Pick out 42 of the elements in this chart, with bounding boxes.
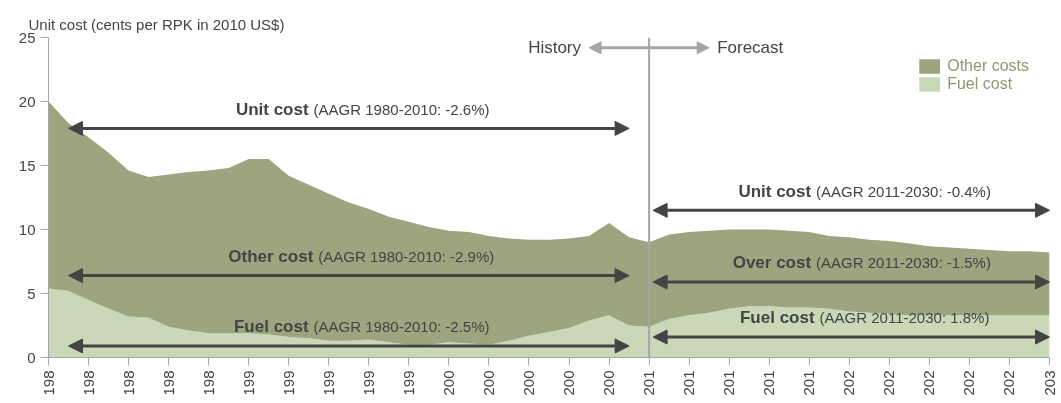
y-tick-label: 10 xyxy=(18,220,36,238)
annotation: Forecast xyxy=(717,38,784,58)
x-tick-label: 202 xyxy=(960,370,978,396)
x-tick-label: 202 xyxy=(880,370,898,396)
x-tick-label: 202 xyxy=(1000,370,1018,396)
x-tick-label: 199 xyxy=(279,370,297,396)
x-tick-label: 201 xyxy=(720,370,738,396)
x-tick-label: 198 xyxy=(39,370,57,396)
x-tick-label: 201 xyxy=(640,370,658,396)
x-tick-label: 203 xyxy=(1040,370,1058,396)
x-tick-label: 202 xyxy=(840,370,858,396)
legend-label: Other costs xyxy=(947,57,1029,75)
annotation: Fuel cost (AAGR 1980-2010: -2.5%) xyxy=(233,317,490,337)
legend-label: Fuel cost xyxy=(947,75,1013,93)
annotation: History xyxy=(528,38,582,58)
y-tick-label: 5 xyxy=(27,284,36,302)
x-tick-label: 200 xyxy=(439,370,457,396)
x-tick-label: 199 xyxy=(239,370,257,396)
annotation: Unit cost (AAGR 2011-2030: -0.4%) xyxy=(738,181,991,201)
annotation: Other cost (AAGR 1980-2010: -2.9%) xyxy=(228,246,495,266)
y-tick-label: 0 xyxy=(27,348,36,366)
x-tick-label: 200 xyxy=(519,370,537,396)
x-tick-label: 199 xyxy=(399,370,417,396)
y-tick-label: 15 xyxy=(18,156,36,174)
annotation: Over cost (AAGR 2011-2030: -1.5%) xyxy=(732,253,991,273)
annotation: Fuel cost (AAGR 2011-2030: 1.8%) xyxy=(739,308,990,328)
x-tick-label: 201 xyxy=(800,370,818,396)
x-tick-label: 202 xyxy=(920,370,938,396)
x-tick-label: 200 xyxy=(560,370,578,396)
x-tick-label: 198 xyxy=(79,370,97,396)
y-axis-title: Unit cost (cents per RPK in 2010 US$) xyxy=(28,15,285,33)
x-tick-label: 201 xyxy=(760,370,778,396)
x-tick-label: 199 xyxy=(319,370,337,396)
x-tick-label: 198 xyxy=(119,370,137,396)
x-tick-label: 201 xyxy=(680,370,698,396)
y-tick-label: 20 xyxy=(18,92,36,110)
x-tick-label: 200 xyxy=(600,370,618,396)
x-tick-label: 198 xyxy=(159,370,177,396)
x-tick-label: 199 xyxy=(359,370,377,396)
x-tick-label: 198 xyxy=(199,370,217,396)
x-tick-label: 200 xyxy=(479,370,497,396)
annotation: Unit cost (AAGR 1980-2010: -2.6%) xyxy=(235,99,490,119)
